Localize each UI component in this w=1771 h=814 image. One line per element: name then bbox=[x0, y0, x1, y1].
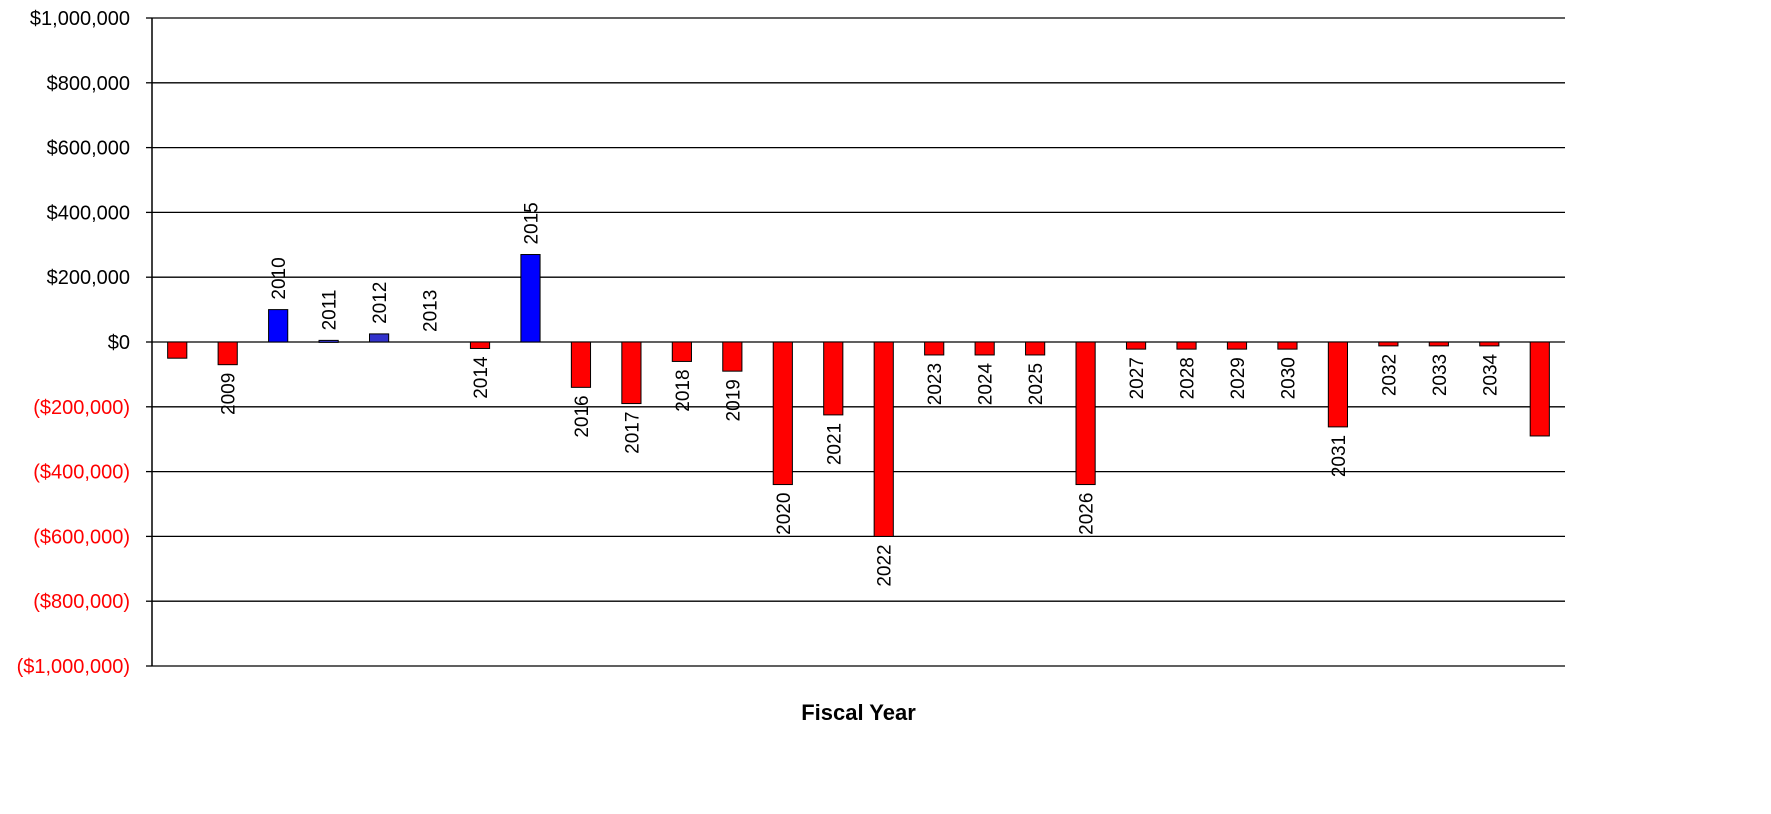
category-label: 2015 bbox=[521, 202, 542, 244]
category-label: 2014 bbox=[471, 356, 492, 399]
category-label: 2009 bbox=[219, 373, 240, 415]
category-label: 2028 bbox=[1178, 357, 1199, 399]
bars bbox=[167, 254, 1550, 537]
bar bbox=[1125, 341, 1147, 350]
category-label: 2023 bbox=[925, 363, 946, 405]
category-label: 2021 bbox=[824, 423, 845, 465]
category-label: 2027 bbox=[1127, 357, 1148, 399]
bar bbox=[1428, 341, 1449, 347]
category-label: 2019 bbox=[723, 379, 744, 421]
bar bbox=[318, 339, 339, 343]
bar bbox=[1075, 341, 1096, 486]
bar bbox=[520, 254, 541, 343]
bar bbox=[369, 333, 390, 343]
y-tick-label: $1,000,000 bbox=[30, 8, 130, 30]
bar bbox=[823, 341, 844, 416]
category-label: 2031 bbox=[1329, 435, 1350, 477]
bar bbox=[167, 341, 188, 359]
bar bbox=[1025, 341, 1046, 356]
y-tick-label: $400,000 bbox=[47, 202, 130, 224]
bar bbox=[621, 341, 642, 405]
category-label: 2013 bbox=[421, 290, 442, 332]
category-label: 2024 bbox=[976, 363, 997, 406]
category-label: 2034 bbox=[1480, 353, 1501, 396]
bar bbox=[469, 341, 491, 349]
y-tick-label: $600,000 bbox=[47, 138, 130, 160]
category-label: 2010 bbox=[269, 257, 290, 299]
bar bbox=[1479, 341, 1500, 347]
bar bbox=[570, 341, 592, 388]
bar bbox=[1277, 341, 1298, 350]
bar bbox=[772, 341, 793, 486]
x-axis-title: Fiscal Year bbox=[801, 700, 916, 725]
category-label: 2017 bbox=[622, 412, 643, 454]
bar bbox=[1176, 341, 1197, 350]
y-tick-label: $0 bbox=[108, 332, 130, 354]
category-label: 2033 bbox=[1430, 354, 1451, 396]
bar bbox=[268, 309, 289, 343]
category-label: 2016 bbox=[572, 395, 593, 437]
category-labels: 2009 2010 2011 2012 2013 2014 2015 2016 2017 2018… bbox=[219, 202, 1502, 586]
bar bbox=[974, 341, 995, 356]
category-label: 2022 bbox=[875, 544, 896, 586]
y-tick-label: $200,000 bbox=[47, 267, 130, 289]
category-label: 2026 bbox=[1077, 493, 1098, 535]
y-tick-label: ($800,000) bbox=[33, 591, 130, 613]
category-label: 2029 bbox=[1228, 357, 1249, 399]
category-label: 2018 bbox=[673, 369, 694, 411]
bar bbox=[1327, 341, 1348, 428]
gridlines bbox=[146, 17, 1565, 667]
category-label: 2012 bbox=[370, 282, 391, 324]
y-tick-label: $800,000 bbox=[47, 73, 130, 95]
bar bbox=[1378, 341, 1399, 347]
category-label: 2011 bbox=[320, 290, 341, 331]
category-label: 2032 bbox=[1379, 354, 1400, 396]
y-tick-label: ($600,000) bbox=[33, 526, 130, 548]
bar bbox=[873, 341, 894, 537]
y-tick-label: ($200,000) bbox=[33, 397, 130, 419]
y-tick-label: ($400,000) bbox=[33, 462, 130, 484]
y-tick-label: ($1,000,000) bbox=[17, 656, 130, 678]
category-label: 2020 bbox=[774, 493, 795, 535]
bar bbox=[924, 341, 945, 356]
bar bbox=[217, 341, 238, 366]
bar bbox=[722, 341, 743, 372]
bar bbox=[671, 341, 692, 362]
y-axis-tick-labels: $1,000,000 $800,000 $600,000 $400,000 $200,0… bbox=[17, 8, 130, 678]
category-label: 2025 bbox=[1026, 363, 1047, 405]
bar bbox=[1529, 341, 1550, 437]
category-label: 2030 bbox=[1278, 357, 1299, 399]
bar bbox=[1226, 341, 1248, 350]
